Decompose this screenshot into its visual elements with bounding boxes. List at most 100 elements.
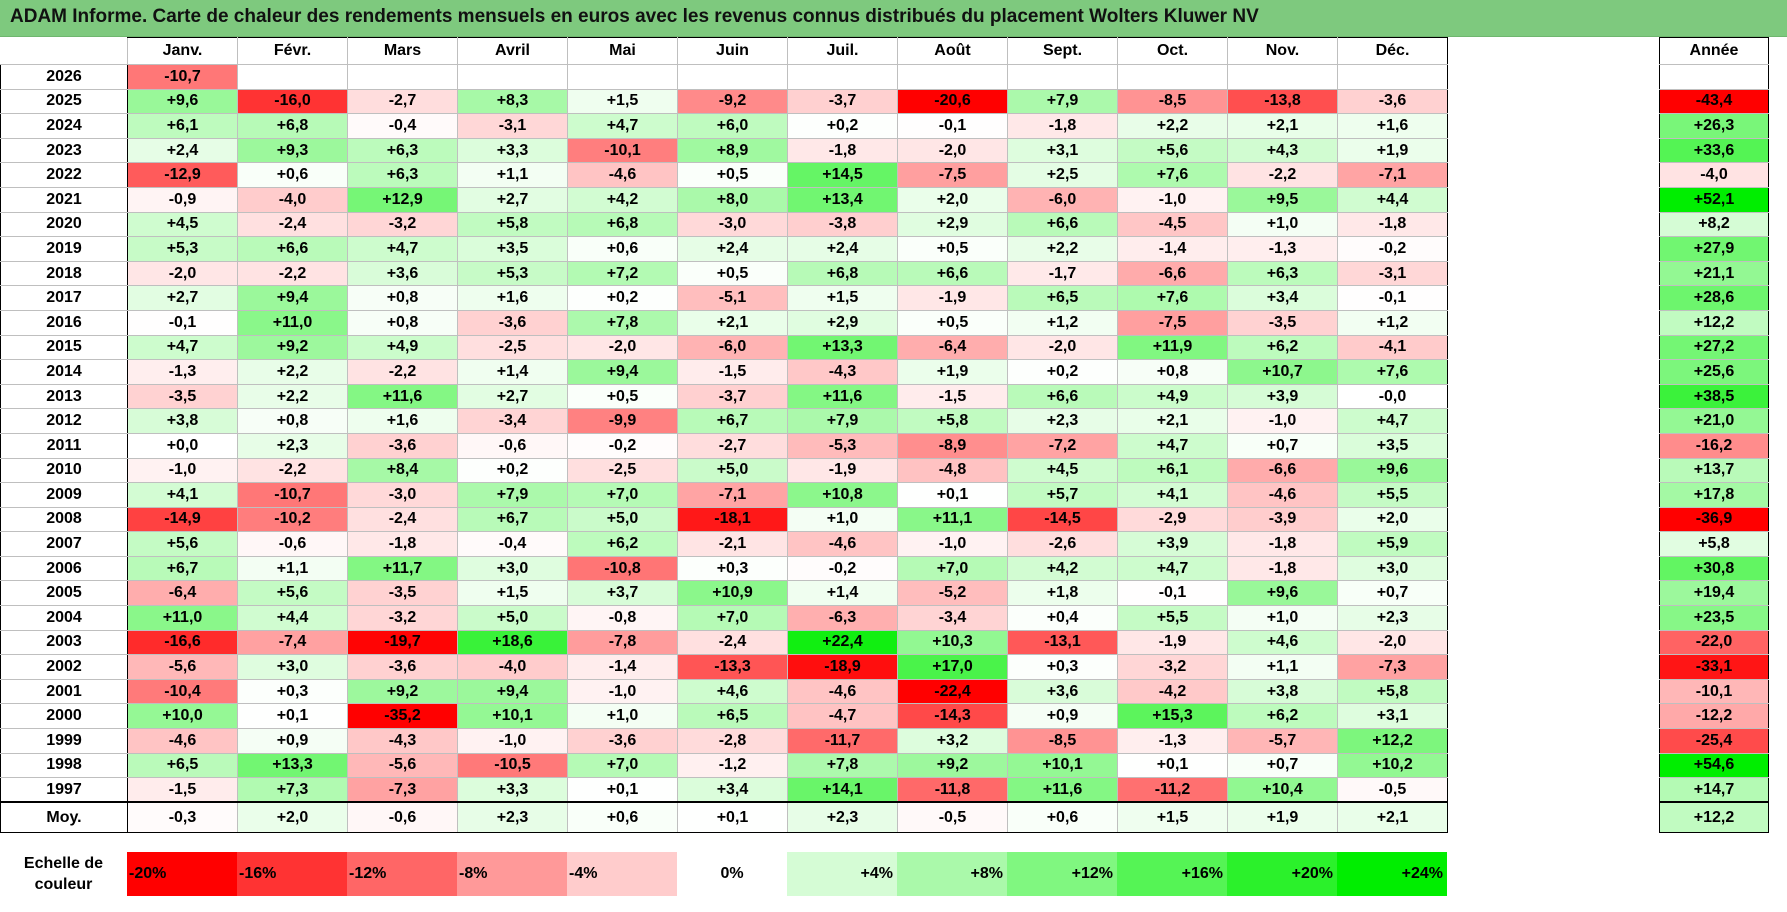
heatmap-cell: -0,9 [127,186,238,213]
heatmap-cell: +6,3 [347,137,458,164]
year-row: 1999 -4,6 +0,9 -4,3 -1,0 -3,6 -2,8 -11,7 +3,2 -8,… [0,728,1448,754]
year-label: 1997 [0,777,128,803]
heatmap-cell: -2,6 [1007,531,1118,557]
year-label: 2001 [0,678,128,705]
year-label: 2009 [0,482,128,508]
heatmap-cell: +6,1 [127,113,238,139]
heatmap-cell: +7,9 [787,408,898,434]
heatmap-cell: -3,1 [1337,260,1448,287]
heatmap-cell: -1,8 [1007,113,1118,139]
average-cell: +2,0 [237,801,348,833]
heatmap-cell: -3,0 [677,211,788,238]
heatmap-cell: +2,7 [457,383,568,410]
heatmap-cell: +0,4 [1007,605,1118,631]
heatmap-cell: +0,5 [677,260,788,287]
heatmap-cell: +6,5 [677,703,788,730]
heatmap-cell: -1,8 [787,137,898,164]
heatmap-cell: -3,2 [1117,654,1228,680]
heatmap-cell: +6,8 [237,113,348,139]
heatmap-cell: +10,2 [1337,752,1448,779]
heatmap-cell: +3,3 [457,777,568,803]
year-row: 2001 -10,4 +0,3 +9,2 +9,4 -1,0 +4,6 -4,6 -22,4 +3… [0,678,1448,705]
year-label: 2015 [0,334,128,361]
heatmap-cell: -2,0 [1337,629,1448,656]
heatmap-cell: -1,9 [1117,629,1228,656]
heatmap-cell: -14,3 [897,703,1008,730]
heatmap-cell: +0,6 [237,162,348,188]
heatmap-cell: +3,8 [127,408,238,434]
heatmap-cell: -0,6 [457,432,568,459]
heatmap-cell: -8,5 [1117,88,1228,115]
average-cell: +2,3 [457,801,568,833]
heatmap-cell: -3,8 [787,211,898,238]
heatmap-cell: -0,1 [1337,285,1448,311]
heatmap-cell: -4,3 [787,359,898,385]
heatmap-cell: -1,8 [1227,531,1338,557]
heatmap-cell: +9,2 [897,752,1008,779]
heatmap-cell: -10,4 [127,678,238,705]
year-label: 2006 [0,555,128,582]
heatmap-cell: -3,5 [1227,309,1338,336]
heatmap-cell: -0,0 [1337,383,1448,410]
heatmap-cell: +4,9 [347,334,458,361]
heatmap-cell: +8,4 [347,457,458,484]
heatmap-cell: +5,6 [127,531,238,557]
heatmap-cell: -4,6 [567,162,678,188]
average-cell: +1,9 [1227,801,1338,833]
annual-cell: +14,7 [1659,777,1769,803]
heatmap-cell: -0,1 [1117,580,1228,607]
heatmap-cell: -6,0 [1007,186,1118,213]
heatmap-cell: -11,7 [787,728,898,754]
color-scale-swatch: -8% [457,852,567,896]
heatmap-cell: +3,6 [1007,678,1118,705]
heatmap-cell: -19,7 [347,629,458,656]
heatmap-cell: -4,0 [457,654,568,680]
year-row: 2009 +4,1 -10,7 -3,0 +7,9 +7,0 -7,1 +10,8 +0,1 +5… [0,482,1448,508]
heatmap-cell: +5,8 [457,211,568,238]
heatmap-cell: -3,6 [347,432,458,459]
heatmap-cell: +0,1 [567,777,678,803]
year-row: 2003 -16,6 -7,4 -19,7 +18,6 -7,8 -2,4 +22,4 +10,… [0,629,1448,656]
heatmap-cell: +0,3 [677,555,788,582]
year-row: 2010 -1,0 -2,2 +8,4 +0,2 -2,5 +5,0 -1,9 -4,8 +4,5… [0,457,1448,484]
heatmap-cell [567,64,678,90]
heatmap-cell: +2,2 [1007,236,1118,262]
heatmap-cell: +3,5 [1337,432,1448,459]
year-label: 2004 [0,605,128,631]
heatmap-cell: +1,2 [1007,309,1118,336]
heatmap-cell: +5,6 [1117,137,1228,164]
heatmap-cell: +3,0 [457,555,568,582]
heatmap-cell: +7,9 [1007,88,1118,115]
heatmap-cell: +6,2 [567,531,678,557]
month-header: Mai [567,37,678,65]
year-label: 2017 [0,285,128,311]
annual-returns-table: Année -43,4 +26,3 +33,6 -4,0 +52,1 +8,2 +27,9 +2… [1659,37,1769,833]
heatmap-cell: +1,4 [787,580,898,607]
heatmap-cell: -18,1 [677,506,788,533]
heatmap-cell: +11,1 [897,506,1008,533]
heatmap-cell: +3,7 [567,580,678,607]
heatmap-cell: +4,6 [677,678,788,705]
heatmap-cell: +0,9 [1007,703,1118,730]
heatmap-cell: +2,0 [897,186,1008,213]
heatmap-cell: +11,9 [1117,334,1228,361]
year-label: 2005 [0,580,128,607]
color-scale-label: Echelle de couleur [23,855,104,893]
heatmap-cell: -5,3 [787,432,898,459]
heatmap-cell: +7,6 [1117,162,1228,188]
heatmap-cell: +0,1 [1117,752,1228,779]
year-row: 2019 +5,3 +6,6 +4,7 +3,5 +0,6 +2,4 +2,4 +0,5 +2,2… [0,236,1448,262]
heatmap-cell: -3,5 [127,383,238,410]
heatmap-cell: +2,1 [1117,408,1228,434]
heatmap-cell: +9,4 [457,678,568,705]
heatmap-cell: +3,4 [677,777,788,803]
month-header: Juin [677,37,788,65]
heatmap-cell [1337,64,1448,90]
heatmap-cell: +5,0 [567,506,678,533]
color-scale-swatch: +20% [1227,852,1337,896]
heatmap-cell: -18,9 [787,654,898,680]
heatmap-cell: -13,3 [677,654,788,680]
heatmap-cell: -7,3 [347,777,458,803]
heatmap-cell: +1,6 [347,408,458,434]
heatmap-cell: +1,0 [787,506,898,533]
